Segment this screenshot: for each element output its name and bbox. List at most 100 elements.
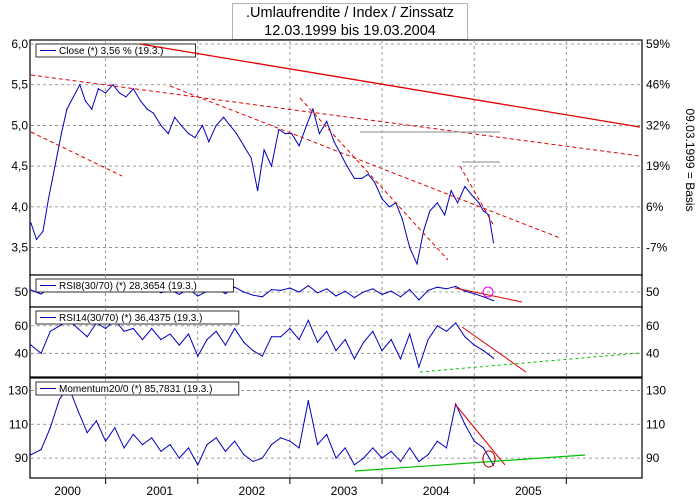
data-point-rsi14-33 [335,349,337,352]
data-point-price-16 [132,88,134,90]
data-point-price-31 [235,132,238,135]
data-point-rsi14-8 [105,327,107,330]
data-point-rsi8-28 [289,287,291,289]
data-point-momentum-40 [399,460,402,463]
data-point-rsi8-14 [160,292,162,294]
data-point-rsi8-47 [464,290,466,292]
x-tick-label-2003: 2003 [331,484,358,498]
data-point-rsi14-22 [234,327,236,330]
data-point-price-1 [35,238,38,241]
data-point-price-15 [125,96,127,98]
x-tick-label-2002: 2002 [239,484,266,498]
data-point-rsi14-25 [261,355,263,357]
legend-text-rsi14: RSI14(30/70) (*) 36,4375 (19.3.) [59,313,202,324]
trendline-dashed-3 [299,97,449,261]
data-point-price-8 [79,84,81,86]
data-point-rsi14-45 [445,330,448,332]
data-point-rsi8-27 [280,289,282,291]
data-point-price-30 [229,124,231,127]
data-point-rsi14-12 [141,338,144,341]
data-point-momentum-32 [326,433,328,436]
y-tick-label-left-2-0: 50 [15,285,29,299]
data-point-rsi14-38 [381,349,383,352]
data-point-momentum-41 [409,447,411,449]
data-point-price-63 [456,202,459,204]
data-point-price-36 [270,165,273,167]
data-point-rsi14-21 [224,344,227,346]
rsi8-trendline [454,287,523,303]
data-point-rsi14-24 [252,349,254,352]
data-point-price-0 [30,222,32,224]
data-point-rsi8-25 [261,296,263,298]
data-point-rsi14-30 [307,319,309,321]
data-point-price-55 [401,218,403,220]
data-point-momentum-29 [298,447,300,449]
data-point-momentum-45 [445,447,448,449]
data-point-rsi14-20 [215,330,217,332]
data-point-momentum-9 [114,427,116,429]
data-point-rsi8-44 [436,286,438,288]
data-point-rsi14-13 [151,327,153,330]
data-point-price-42 [312,108,314,110]
data-point-momentum-37 [372,447,374,449]
data-point-price-62 [450,189,452,192]
data-point-price-46 [339,153,342,155]
data-point-rsi14-49 [482,349,484,352]
data-point-rsi8-36 [363,291,365,293]
data-point-price-35 [263,149,265,151]
data-point-price-2 [42,230,44,232]
data-point-rsi8-30 [307,285,309,287]
trendline-dashed-4 [30,131,123,177]
legend-text-rsi8: RSI8(30/70) (*) 28,3654 (19.3.) [59,281,197,292]
rsi8-marker-circle [482,286,494,298]
data-point-price-19 [152,112,155,114]
data-point-price-20 [160,124,162,127]
data-point-rsi8-41 [409,289,411,291]
data-point-momentum-19 [206,443,208,446]
data-point-momentum-21 [224,450,227,452]
data-point-rsi14-31 [316,341,319,343]
data-point-price-34 [257,189,259,192]
x-tick-label-2004: 2004 [423,484,450,498]
panel-frame-1 [29,39,643,276]
data-point-price-22 [174,116,176,118]
data-point-momentum-36 [363,457,365,459]
data-point-price-41 [305,124,308,127]
data-point-price-17 [140,100,142,102]
data-point-momentum-11 [132,433,134,436]
y-tick-label-left-1-4: 4,0 [11,200,28,214]
x-tick-label-2001: 2001 [146,484,173,498]
data-point-momentum-2 [49,427,51,429]
data-point-rsi14-6 [86,336,88,338]
data-point-price-25 [194,137,196,139]
data-point-price-12 [105,92,107,94]
data-point-momentum-42 [418,460,420,463]
data-point-price-3 [47,198,50,200]
data-point-price-24 [187,132,190,135]
data-point-rsi14-15 [169,333,171,335]
momentum-marker-circle [482,450,496,468]
data-point-rsi8-23 [243,291,245,293]
data-point-rsi8-26 [270,289,273,291]
trendline-dashed-5 [459,165,495,227]
data-point-rsi14-48 [473,344,475,346]
y-tick-label-right-1-4: 6% [646,200,664,214]
data-point-momentum-27 [280,437,282,439]
y-tick-label-right-1-3: 19% [646,159,670,173]
data-point-price-60 [436,202,438,204]
data-point-rsi14-18 [197,355,199,357]
data-point-rsi8-49 [482,296,484,298]
data-point-momentum-38 [381,457,383,459]
data-point-price-11 [97,88,99,90]
data-point-momentum-25 [261,457,263,459]
data-point-momentum-20 [215,437,217,439]
data-point-rsi8-43 [427,289,429,291]
data-point-rsi14-11 [132,327,134,330]
data-point-price-68 [488,214,490,216]
data-point-momentum-28 [289,440,291,442]
data-point-price-33 [250,157,252,159]
data-point-momentum-35 [353,464,355,466]
data-point-momentum-15 [169,443,171,446]
data-point-rsi8-29 [298,291,300,293]
